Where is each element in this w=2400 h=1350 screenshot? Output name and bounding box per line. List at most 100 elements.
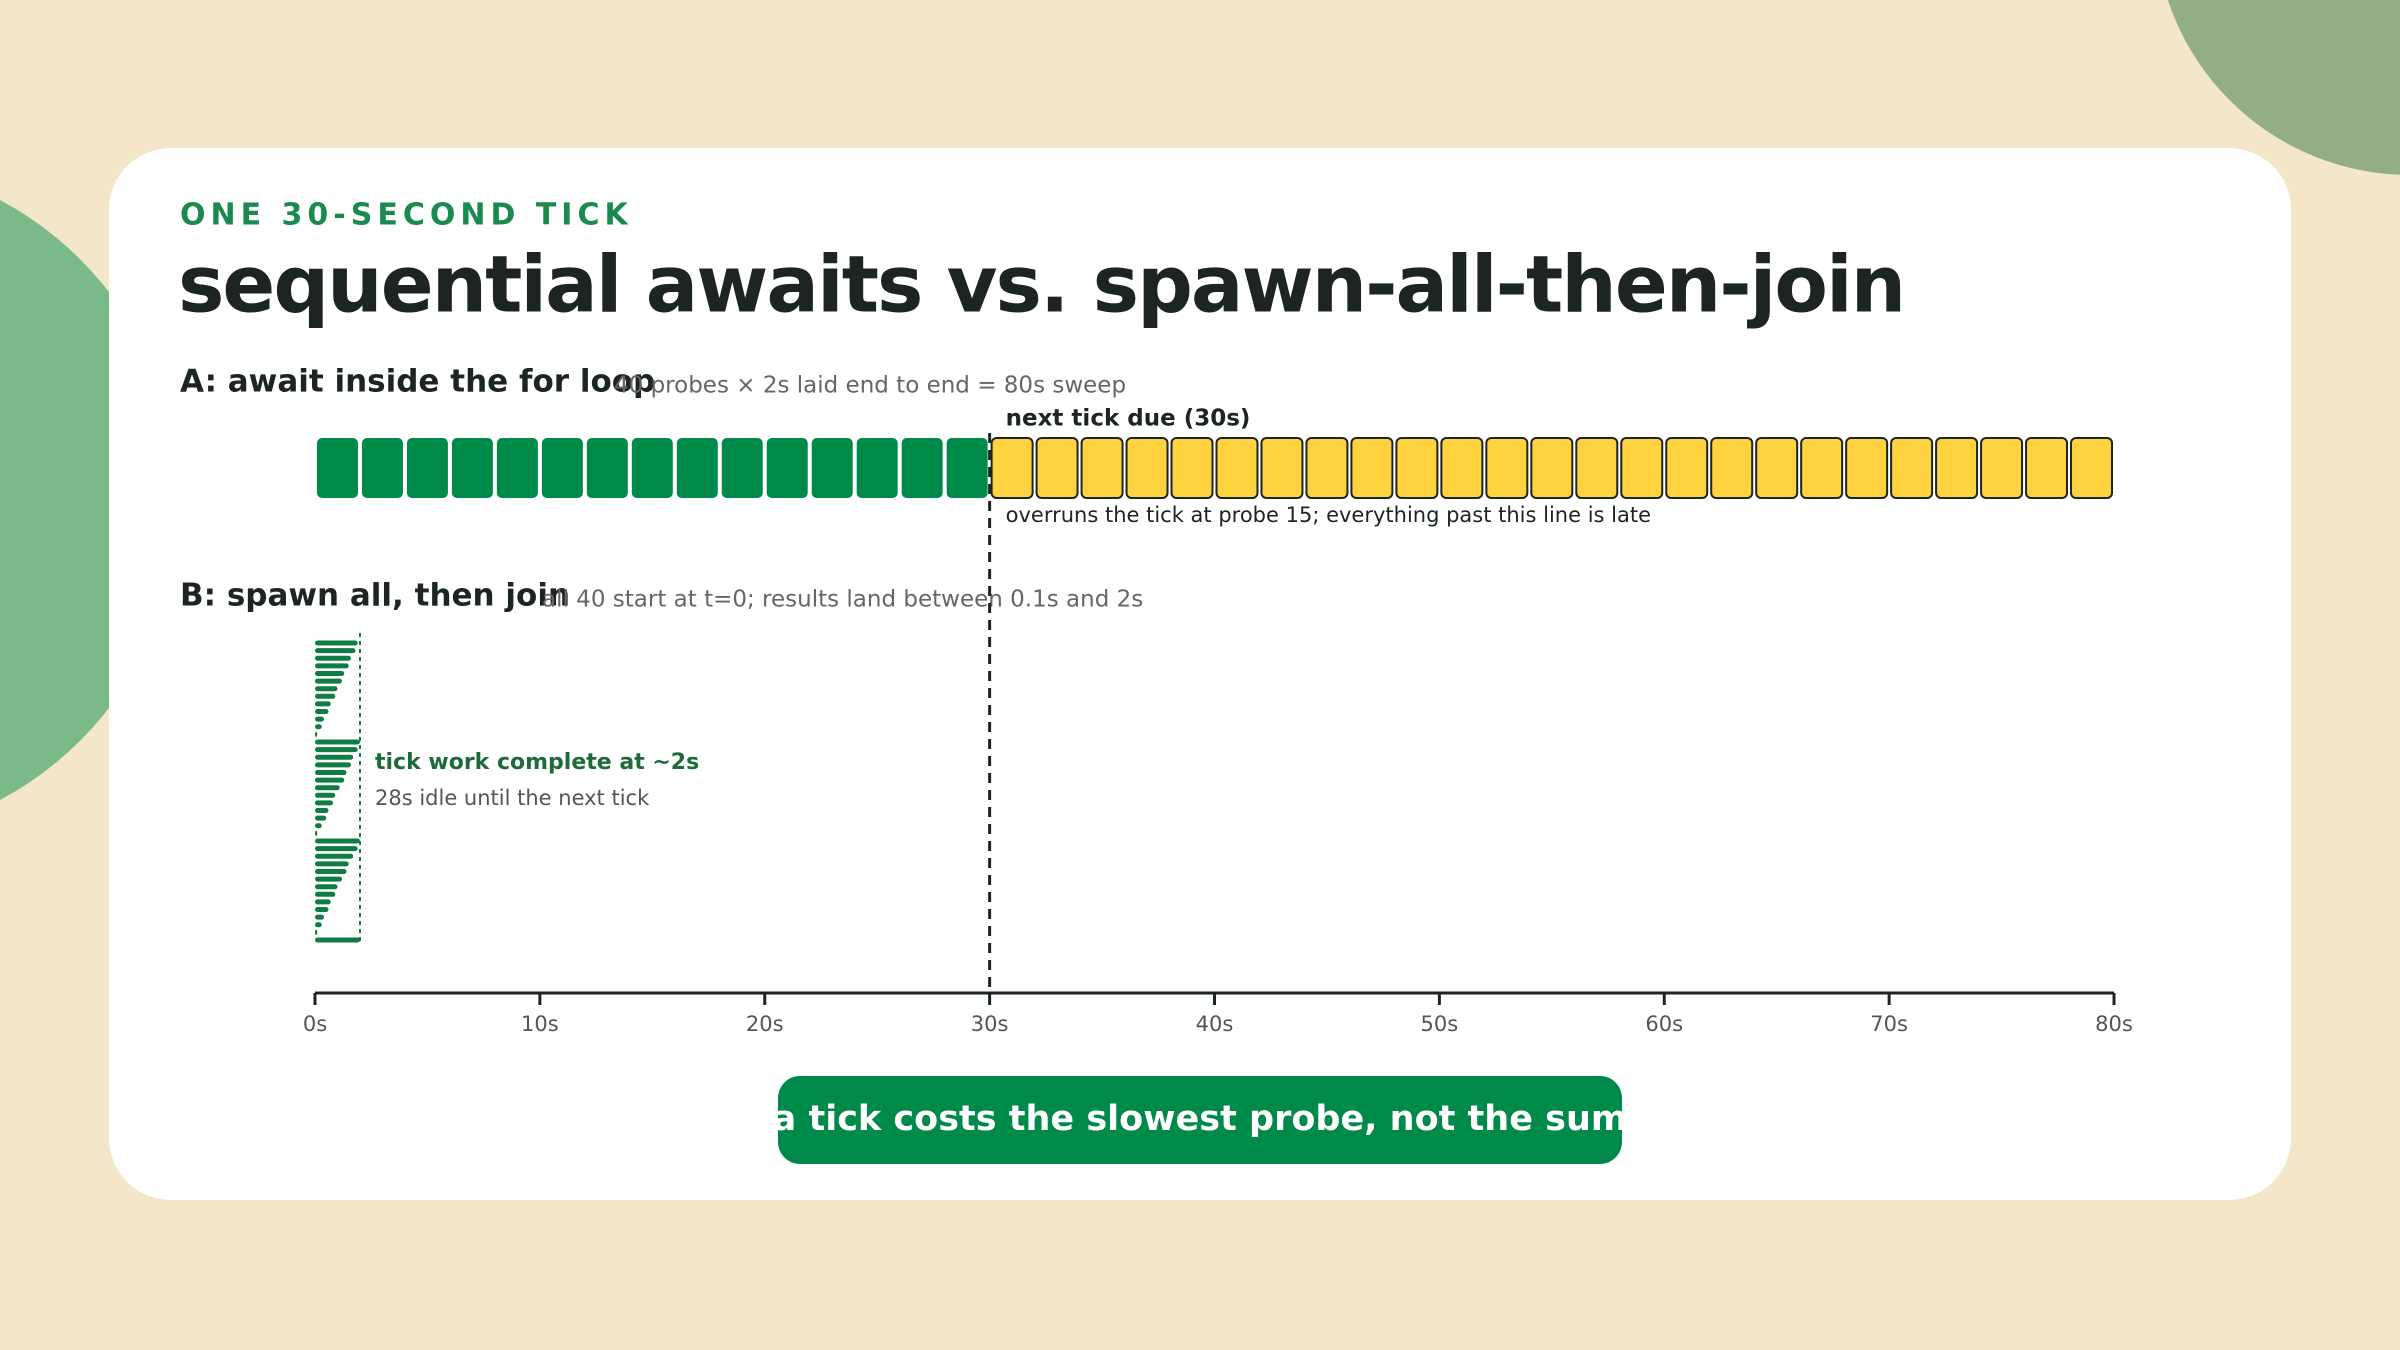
probe-bar bbox=[315, 731, 318, 737]
probe-bar bbox=[315, 769, 347, 775]
probe-bar bbox=[1440, 437, 1484, 499]
x-tick-label: 20s bbox=[746, 1012, 784, 1036]
probe-bar bbox=[406, 438, 448, 498]
probe-bar bbox=[315, 716, 324, 722]
probe-bar bbox=[1125, 437, 1169, 499]
probe-bar bbox=[1215, 437, 1259, 499]
probe-bar bbox=[315, 640, 358, 646]
title: sequential awaits vs. spawn-all-then-joi… bbox=[178, 240, 1904, 330]
probe-bar bbox=[361, 438, 403, 498]
probe-bar bbox=[315, 922, 322, 928]
probe-bar bbox=[315, 884, 338, 890]
card bbox=[109, 148, 2291, 1200]
probe-bar bbox=[1395, 437, 1439, 499]
probe-bar bbox=[541, 438, 583, 498]
probe-bar bbox=[856, 438, 898, 498]
probe-bar bbox=[990, 437, 1034, 499]
probe-bar bbox=[315, 686, 338, 692]
probe-bar bbox=[946, 438, 988, 498]
probe-bar bbox=[1890, 437, 1934, 499]
probe-bar bbox=[315, 678, 342, 684]
probe-bar bbox=[1350, 437, 1394, 499]
probe-bar bbox=[315, 815, 327, 821]
probe-bar bbox=[1170, 437, 1214, 499]
x-tick-label: 30s bbox=[971, 1012, 1009, 1036]
panel-note: 40 probes × 2s laid end to end = 80s swe… bbox=[614, 373, 1126, 399]
probe-bar bbox=[586, 438, 628, 498]
probe-bar bbox=[315, 907, 329, 913]
probe-bar bbox=[315, 868, 347, 874]
probe-bar bbox=[315, 701, 331, 707]
probe-bar bbox=[1530, 437, 1574, 499]
probe-bar bbox=[315, 808, 329, 814]
probe-bar bbox=[1035, 437, 1079, 499]
probe-bar bbox=[315, 800, 333, 806]
probe-bar bbox=[315, 929, 318, 935]
x-tick-label: 10s bbox=[521, 1012, 559, 1036]
probe-bar bbox=[1305, 437, 1349, 499]
probe-bar bbox=[315, 937, 360, 943]
probe-bar bbox=[315, 777, 345, 783]
deadline-label: next tick due (30s) bbox=[1006, 406, 1251, 432]
probe-bar bbox=[315, 709, 329, 715]
kicker: ONE 30-SECOND TICK bbox=[180, 198, 633, 233]
annotation: overruns the tick at probe 15; everythin… bbox=[1006, 503, 1651, 527]
probe-bar bbox=[2025, 437, 2069, 499]
probe-bar bbox=[315, 762, 351, 768]
probe-bar bbox=[1935, 437, 1979, 499]
probe-bar bbox=[1665, 437, 1709, 499]
probe-bar bbox=[1755, 437, 1799, 499]
probe-bar bbox=[315, 739, 360, 745]
probe-bar bbox=[315, 830, 318, 836]
join-label: tick work complete at ~2s bbox=[375, 750, 699, 775]
x-tick-label: 80s bbox=[2095, 1012, 2133, 1036]
probe-bar bbox=[315, 724, 322, 730]
probe-bar bbox=[315, 747, 358, 753]
probe-bar bbox=[451, 438, 493, 498]
probe-bar bbox=[315, 670, 345, 676]
probe-bar bbox=[721, 438, 763, 498]
probe-bar bbox=[1980, 437, 2024, 499]
probe-bar bbox=[315, 914, 324, 920]
callout: a tick costs the slowest probe, not the … bbox=[773, 1099, 1628, 1139]
panel-name: B: spawn all, then join bbox=[180, 578, 570, 614]
probe-bar bbox=[315, 785, 340, 791]
x-tick-label: 40s bbox=[1196, 1012, 1234, 1036]
x-tick-label: 70s bbox=[1870, 1012, 1908, 1036]
x-tick-label: 50s bbox=[1421, 1012, 1459, 1036]
decor-circle bbox=[2167, 0, 2400, 175]
probe-bar bbox=[315, 899, 331, 905]
x-tick-label: 0s bbox=[303, 1012, 327, 1036]
probe-bar bbox=[766, 438, 808, 498]
probe-bar bbox=[317, 438, 358, 498]
probe-bar bbox=[1845, 437, 1889, 499]
probe-bar bbox=[1800, 437, 1844, 499]
probe-bar bbox=[315, 693, 336, 699]
probe-bar bbox=[315, 648, 356, 654]
probe-bar bbox=[315, 663, 349, 669]
probe-bar bbox=[315, 861, 349, 867]
x-tick-label: 60s bbox=[1645, 1012, 1683, 1036]
probe-bar bbox=[315, 792, 336, 798]
probe-bar bbox=[315, 655, 351, 661]
annotation: 28s idle until the next tick bbox=[375, 786, 650, 810]
probe-bar bbox=[2070, 437, 2113, 499]
probe-bar bbox=[315, 838, 360, 844]
probe-bar bbox=[1710, 437, 1754, 499]
panel-note: all 40 start at t=0; results land betwee… bbox=[542, 587, 1143, 613]
probe-bar bbox=[1260, 437, 1304, 499]
probe-bar bbox=[315, 853, 354, 859]
callout-box bbox=[778, 1076, 1622, 1164]
probe-bar bbox=[811, 438, 853, 498]
probe-bar bbox=[315, 754, 354, 760]
probe-bar bbox=[1575, 437, 1619, 499]
probe-bar bbox=[315, 823, 322, 829]
probe-bar bbox=[315, 876, 342, 882]
probe-bar bbox=[1485, 437, 1529, 499]
probe-bar bbox=[1080, 437, 1124, 499]
probe-bar bbox=[315, 891, 336, 897]
probe-bar bbox=[631, 438, 673, 498]
probe-bar bbox=[496, 438, 538, 498]
panel-name: A: await inside the for loop bbox=[180, 364, 655, 400]
